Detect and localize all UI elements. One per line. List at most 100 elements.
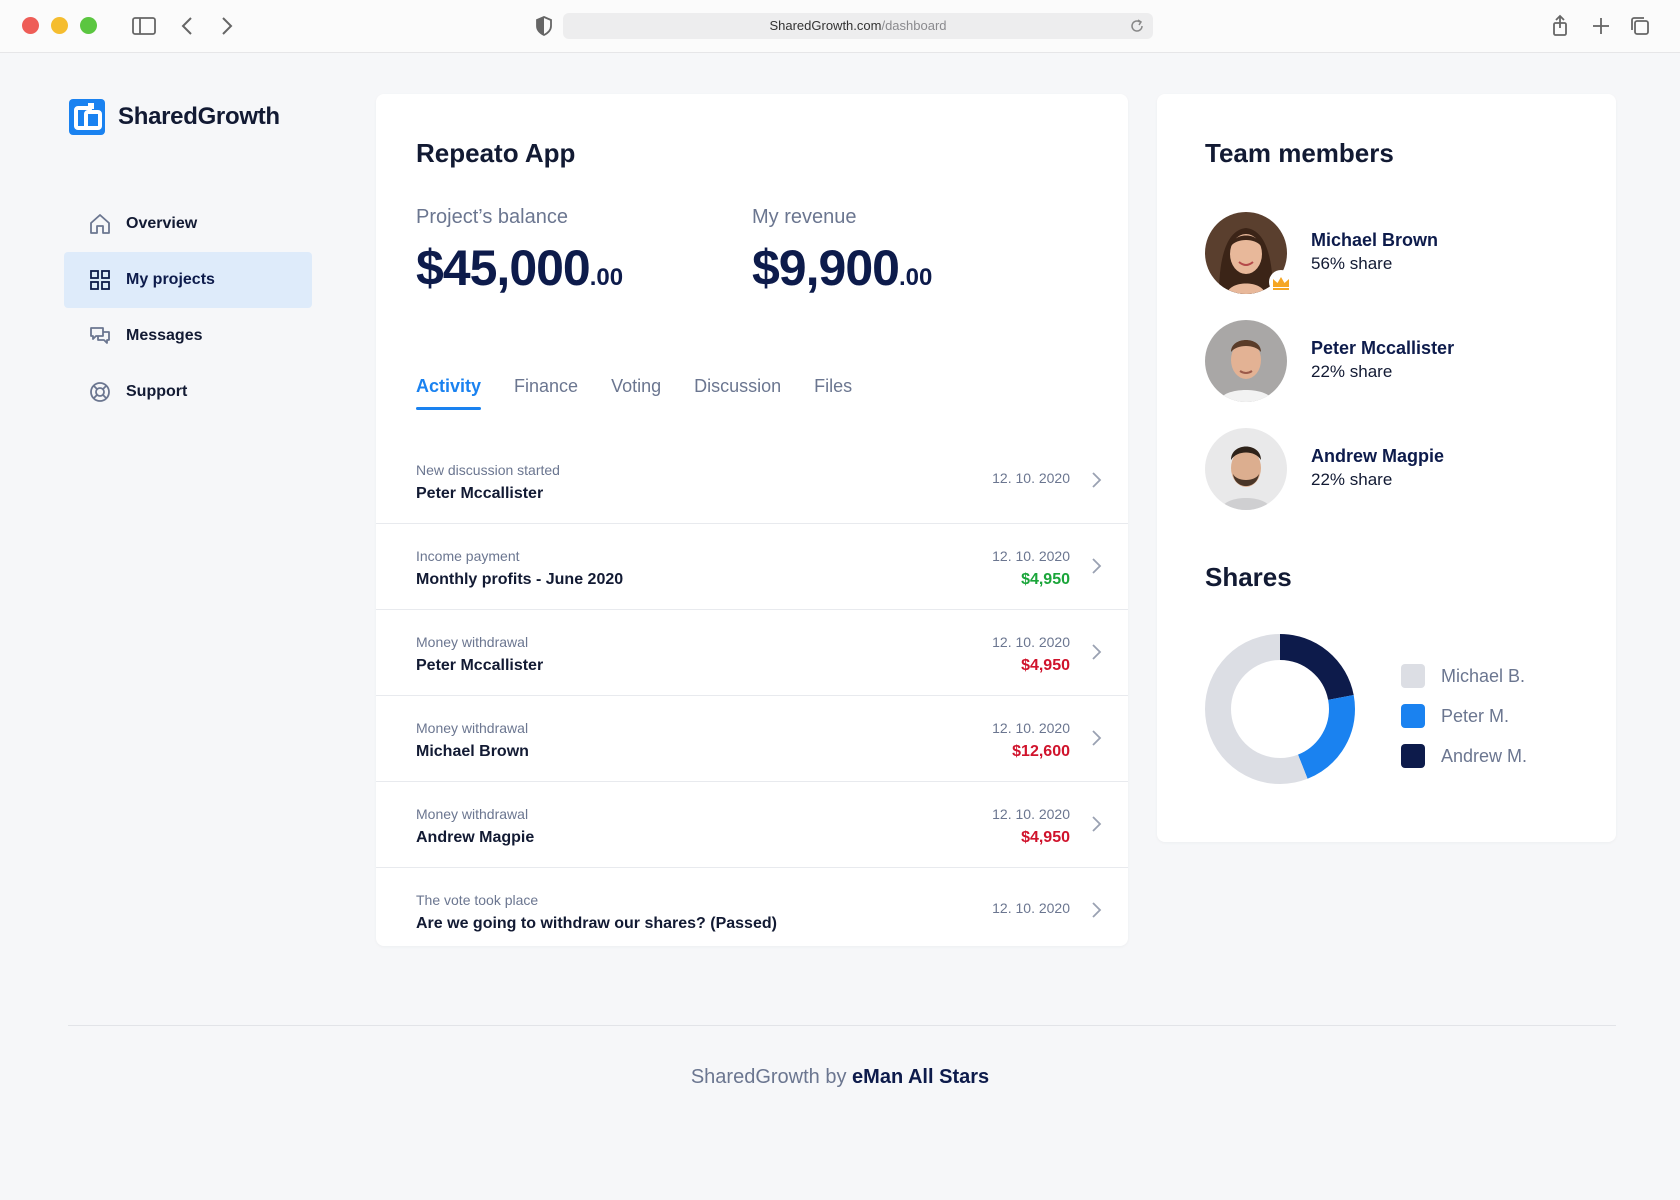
privacy-shield-icon[interactable]: [530, 12, 558, 40]
sidebar-item-label: Support: [126, 383, 188, 400]
activity-row[interactable]: Money withdrawal Peter Mccallister 12. 1…: [376, 610, 1128, 696]
sidebar-item-messages[interactable]: Messages: [64, 308, 312, 364]
footer-divider: [68, 1025, 1616, 1026]
url-domain: SharedGrowth.com: [769, 18, 882, 33]
footer-prefix: SharedGrowth by: [690, 1066, 853, 1088]
legend-swatch: [1401, 704, 1425, 728]
legend-label: Michael B.: [1441, 665, 1526, 686]
team-card: Team members Michael Brown 56% share: [1157, 94, 1616, 842]
tab-files[interactable]: Files: [814, 376, 853, 396]
project-card: Repeato App Project’s balance $45,000.00…: [376, 94, 1128, 946]
shares-title: Shares: [1205, 562, 1292, 592]
shares-donut-chart: [1205, 634, 1355, 784]
new-tab-icon[interactable]: [1587, 12, 1615, 40]
reload-icon[interactable]: [1129, 18, 1145, 34]
member-share: 22% share: [1311, 362, 1393, 381]
activity-row[interactable]: Money withdrawal Andrew Magpie 12. 10. 2…: [376, 782, 1128, 868]
activity-row[interactable]: Money withdrawal Michael Brown 12. 10. 2…: [376, 696, 1128, 782]
sidebar-item-label: My projects: [126, 271, 215, 288]
back-icon[interactable]: [174, 12, 202, 40]
legend-swatch: [1401, 744, 1425, 768]
forward-icon[interactable]: [212, 12, 240, 40]
chevron-right-icon: [1092, 644, 1102, 660]
url-path: /dashboard: [881, 18, 947, 33]
minimize-window-button[interactable]: [51, 17, 68, 34]
activity-subject: Michael Brown: [416, 743, 529, 760]
project-title: Repeato App: [416, 138, 576, 168]
logo-text: SharedGrowth: [118, 103, 280, 130]
sidebar-item-label: Messages: [126, 327, 203, 344]
footer: SharedGrowth by eMan All Stars: [0, 1066, 1680, 1089]
chevron-right-icon: [1092, 816, 1102, 832]
sidebar-item-label: Overview: [126, 215, 198, 232]
tab-finance[interactable]: Finance: [514, 376, 579, 396]
project-balance-label: Project’s balance: [416, 206, 568, 228]
activity-subject: Andrew Magpie: [416, 829, 535, 846]
sidebar-item-support[interactable]: Support: [64, 364, 312, 420]
activity-kind: Money withdrawal: [416, 720, 529, 736]
home-icon: [90, 214, 110, 234]
tab-discussion[interactable]: Discussion: [694, 376, 782, 396]
crown-icon: [1269, 270, 1293, 294]
activity-date: 12. 10. 2020: [992, 720, 1070, 736]
activity-date: 12. 10. 2020: [992, 548, 1070, 564]
avatar: [1205, 428, 1287, 510]
my-revenue-main: $9,900: [752, 240, 900, 296]
project-balance-main: $45,000: [416, 240, 591, 296]
activity-date: 12. 10. 2020: [992, 470, 1070, 486]
address-bar[interactable]: SharedGrowth.com/dashboard: [563, 13, 1153, 39]
legend-item: Peter M.: [1401, 696, 1527, 736]
app-logo[interactable]: SharedGrowth: [68, 98, 280, 136]
close-window-button[interactable]: [22, 17, 39, 34]
activity-subject: Monthly profits - June 2020: [416, 571, 624, 588]
project-balance: Project’s balance $45,000.00: [416, 206, 623, 297]
tab-activity[interactable]: Activity: [416, 376, 482, 410]
member-name: Andrew Magpie: [1311, 446, 1445, 466]
my-revenue-cents: .00: [898, 264, 933, 291]
activity-kind: Money withdrawal: [416, 634, 529, 650]
my-revenue-value: $9,900.00: [752, 239, 932, 297]
member-share: 22% share: [1311, 470, 1393, 489]
chat-icon: [90, 327, 110, 344]
activity-kind: Income payment: [416, 548, 520, 564]
chevron-right-icon: [1092, 730, 1102, 746]
tab-overview-icon[interactable]: [1626, 12, 1654, 40]
activity-date: 12. 10. 2020: [992, 634, 1070, 650]
activity-amount: $4,950: [1021, 657, 1070, 674]
sidebar-item-overview[interactable]: Overview: [64, 196, 312, 252]
donut-slice-michael-b: [1205, 634, 1355, 784]
my-revenue-label: My revenue: [752, 206, 857, 228]
tab-voting[interactable]: Voting: [611, 376, 662, 396]
project-tabs: Activity Finance Voting Discussion Files: [416, 376, 885, 410]
activity-date: 12. 10. 2020: [992, 900, 1070, 916]
legend-item: Andrew M.: [1401, 736, 1527, 776]
activity-subject: Peter Mccallister: [416, 485, 544, 502]
avatar-photo-icon: [1205, 428, 1287, 510]
legend-label: Peter M.: [1441, 705, 1510, 726]
chevron-right-icon: [1092, 558, 1102, 574]
legend-swatch: [1401, 664, 1425, 688]
share-icon[interactable]: [1546, 12, 1574, 40]
activity-amount: $12,600: [1012, 743, 1070, 760]
team-title: Team members: [1205, 138, 1394, 168]
sidebar-nav: Overview My projects Messages Support: [64, 196, 312, 420]
activity-row[interactable]: Income payment Monthly profits - June 20…: [376, 524, 1128, 610]
sidebar-toggle-icon[interactable]: [130, 12, 158, 40]
chevron-right-icon: [1092, 902, 1102, 918]
sharedgrowth-logo-icon: [69, 99, 105, 135]
activity-row[interactable]: The vote took place Are we going to with…: [376, 868, 1128, 954]
browser-toolbar: SharedGrowth.com/dashboard: [0, 0, 1680, 53]
footer-brand-link[interactable]: eMan All Stars: [852, 1066, 990, 1088]
activity-kind: The vote took place: [416, 892, 539, 908]
activity-date: 12. 10. 2020: [992, 806, 1070, 822]
activity-subject: Are we going to withdraw our shares? (Pa…: [416, 915, 777, 932]
shares-legend: Michael B. Peter M. Andrew M.: [1401, 656, 1527, 776]
activity-row[interactable]: New discussion started Peter Mccallister…: [376, 438, 1128, 524]
sidebar-item-my-projects[interactable]: My projects: [64, 252, 312, 308]
activity-subject: Peter Mccallister: [416, 657, 544, 674]
chevron-right-icon: [1092, 472, 1102, 488]
legend-label: Andrew M.: [1441, 745, 1528, 766]
activity-list: New discussion started Peter Mccallister…: [376, 438, 1128, 954]
member-name: Peter Mccallister: [1311, 338, 1455, 358]
maximize-window-button[interactable]: [80, 17, 97, 34]
